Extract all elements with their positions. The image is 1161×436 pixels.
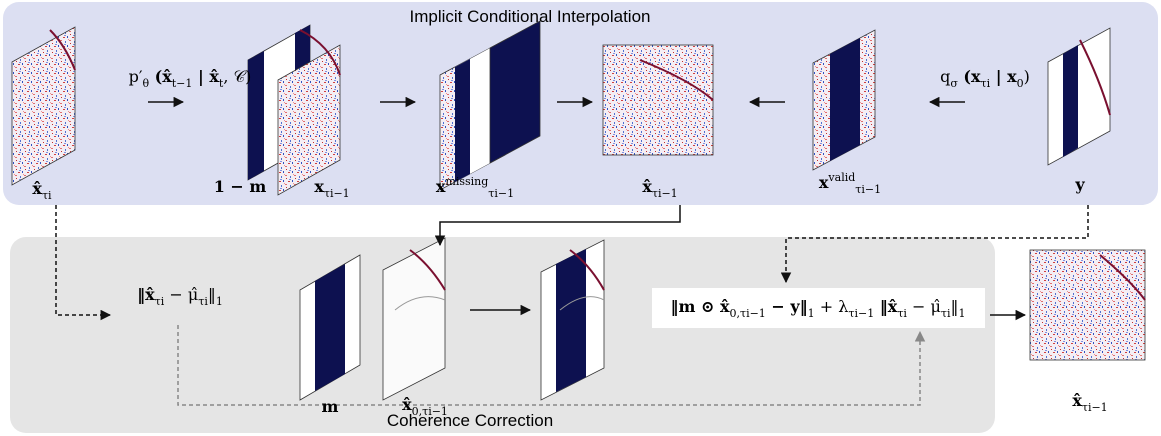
label-part: x̂	[1072, 391, 1082, 410]
label-part: τi	[981, 77, 991, 90]
label-part: τi	[198, 295, 208, 308]
label-part: x̂	[402, 395, 412, 414]
label-part: x	[314, 177, 324, 196]
label-part: t−1	[172, 77, 193, 90]
label-part: | x̂	[192, 67, 219, 86]
label-part: τi	[941, 307, 951, 320]
diagram: Implicit Conditional Interpolation Coher…	[0, 0, 1161, 436]
label-part: | x	[990, 67, 1017, 86]
label-part: missing	[445, 175, 488, 188]
label-part: τi−1	[324, 187, 350, 200]
label-part: − μ̂	[907, 297, 941, 316]
label-part: m	[322, 397, 339, 416]
label-part: y	[1074, 175, 1085, 194]
label-part: τi	[42, 189, 52, 202]
label-part: τi	[155, 295, 165, 308]
math-label: y	[1074, 175, 1085, 194]
label-part: ‖	[208, 285, 216, 304]
panel	[10, 237, 995, 433]
label-part: τi	[897, 307, 907, 320]
label-part: x	[436, 177, 446, 196]
label-part: 1	[808, 307, 815, 320]
math-label: x̂τi−1	[1072, 391, 1107, 414]
label-part: x̂	[642, 177, 652, 196]
label-part: + λ	[815, 297, 849, 316]
label-part: 1	[216, 295, 223, 308]
label-part: ‖	[951, 297, 959, 316]
label-part: valid	[827, 171, 855, 184]
label-part: , 𝒞)	[223, 67, 251, 86]
label-part: ‖x̂	[137, 285, 155, 304]
label-part: − μ̂	[164, 285, 198, 304]
label-part: τi−1	[488, 187, 514, 200]
label-part: 0	[1017, 77, 1024, 90]
label-part: 1	[959, 307, 966, 320]
label-part: 1 − m	[214, 177, 267, 196]
label-part: 0,τi−1	[412, 405, 448, 418]
panel	[3, 2, 1158, 205]
label-part: 0,τi−1	[729, 307, 765, 320]
panel-title: Implicit Conditional Interpolation	[410, 7, 651, 26]
label-part: x	[819, 173, 829, 192]
label-part: (x	[958, 67, 981, 86]
label-part: )	[1024, 67, 1030, 86]
math-label: 1 − m	[214, 177, 267, 196]
label-part: x̂	[32, 179, 42, 198]
label-part: τi−1	[855, 183, 881, 196]
label-part: q	[940, 67, 950, 86]
label-part: τi−1	[652, 187, 678, 200]
math-label: m	[322, 397, 339, 416]
label-part: (x̂	[149, 67, 172, 86]
label-part: τi−1	[1082, 401, 1108, 414]
label-part: ‖x̂	[874, 297, 898, 316]
label-part: p′	[129, 67, 143, 86]
label-part: − y‖	[766, 297, 808, 316]
label-part: ‖m ⊙ x̂	[670, 297, 729, 316]
label-part: τi−1	[848, 307, 874, 320]
